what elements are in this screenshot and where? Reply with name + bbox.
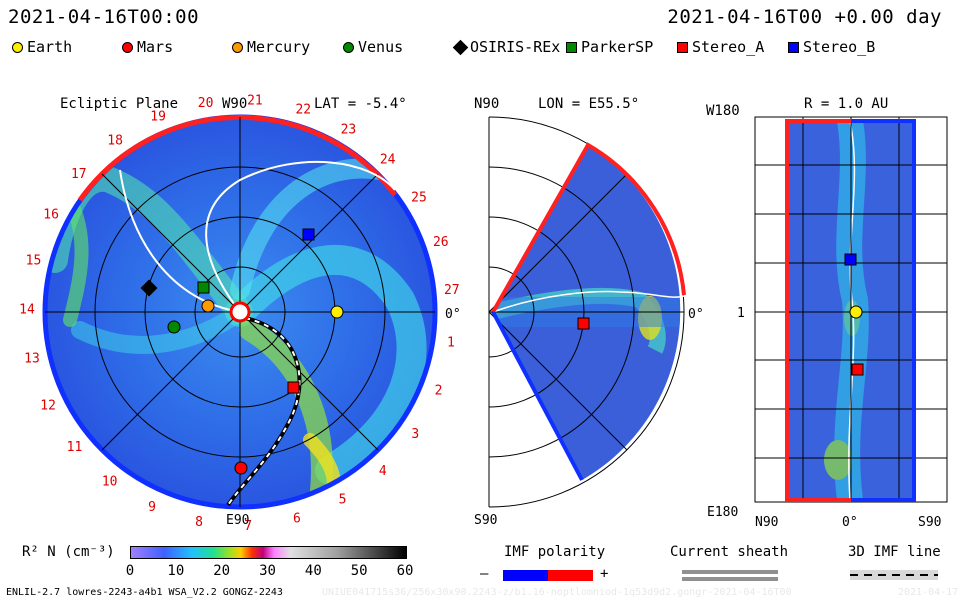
ecliptic-right-label: 0°: [445, 307, 461, 322]
colorbar-tick-label: 60: [396, 563, 414, 579]
carrington-label: 6: [293, 511, 301, 526]
imf-polarity-minus: –: [480, 566, 489, 582]
legend-mars: Mars: [122, 38, 173, 56]
legend-stereo-b-label: Stereo_B: [803, 38, 876, 56]
legend-stereo-a-label: Stereo_A: [692, 38, 765, 56]
carrington-label: 15: [26, 254, 42, 269]
ecliptic-density-disk: [42, 114, 438, 510]
model-info: ENLIL-2.7 lowres-2243-a4b1 WSA_V2.2 GONG…: [6, 587, 283, 598]
imf-line-swatch: [850, 570, 938, 580]
imf-line-dashes: [850, 574, 938, 576]
colorbar-tick-label: 30: [259, 563, 276, 579]
date-right: 2021-04-16T00 +0.00 day: [667, 6, 942, 28]
current-sheath-label: Current sheath: [670, 544, 789, 560]
mars-marker-icon: [122, 41, 133, 53]
carrington-label: 24: [380, 153, 396, 168]
run-id-watermark: UNIUE041715s36/256x30x90.2243-z/b1.16-no…: [322, 587, 792, 598]
radial-r-label: R = 1.0 AU: [804, 96, 889, 112]
imf-polarity-plus: +: [600, 566, 609, 582]
carrington-label: 27: [444, 283, 460, 298]
radial-bottom-left-label: E180: [707, 505, 738, 520]
carrington-label: 13: [24, 352, 40, 367]
colorbar-tick-label: 20: [213, 563, 231, 579]
colorbar-tick-label: 10: [167, 563, 185, 579]
radial-x-left-label: N90: [755, 515, 778, 530]
carrington-label: 3: [411, 427, 419, 442]
date-left: 2021-04-16T00:00: [8, 6, 200, 28]
legend-earth-label: Earth: [27, 38, 73, 56]
carrington-label: 10: [102, 475, 118, 490]
legend-parkersp-label: ParkerSP: [581, 38, 654, 56]
meridional-right-label: 0°: [688, 307, 704, 322]
carrington-label: 17: [71, 167, 87, 182]
density-colorbar: [130, 546, 407, 559]
carrington-label: 8: [195, 515, 203, 530]
parkersp-marker-icon: [566, 41, 577, 53]
carrington-label: 16: [43, 208, 59, 223]
legend-parkersp: ParkerSP: [566, 38, 653, 56]
carrington-label: 19: [150, 109, 166, 124]
carrington-label: 7: [244, 519, 252, 534]
radial-mid-label: 1: [737, 306, 745, 321]
ecliptic-bottom-label: E90: [226, 513, 249, 528]
mercury-marker-icon: [232, 41, 243, 53]
carrington-label: 4: [379, 464, 387, 479]
ecliptic-lat-label: LAT = -5.4°: [314, 96, 407, 112]
current-sheath-line-bottom: [682, 577, 778, 581]
legend-mars-label: Mars: [137, 38, 174, 56]
radial-x-right-label: S90: [918, 515, 941, 530]
radial-top-label: W180: [706, 103, 740, 119]
carrington-label: 14: [19, 303, 35, 318]
colorbar-tick-label: 50: [350, 563, 368, 579]
colorbar-tick-label: 40: [304, 563, 322, 579]
legend-venus: Venus: [343, 38, 403, 56]
meridional-bottom-label: S90: [474, 513, 497, 528]
legend-osiris-rex: OSIRIS-REx: [452, 38, 561, 56]
carrington-label: 21: [247, 94, 263, 109]
radial-x-mid-label: 0°: [842, 515, 858, 530]
legend-earth: Earth: [12, 38, 72, 56]
carrington-label: 22: [295, 103, 311, 118]
carrington-label: 1: [447, 336, 455, 351]
carrington-label: 11: [67, 440, 83, 455]
stereo-b-marker-icon: [788, 41, 799, 53]
meridional-lon-label: LON = E55.5°: [538, 96, 640, 112]
legend-mercury: Mercury: [232, 38, 310, 56]
colorbar-label: R² N (cm⁻³): [22, 544, 115, 560]
colorbar-ticks: 0 10 20 30 40 50 60: [0, 563, 960, 581]
carrington-label: 20: [198, 96, 214, 111]
carrington-label: 12: [40, 398, 56, 413]
legend-stereo-b: Stereo_B: [788, 38, 875, 56]
meridional-top-label: N90: [474, 96, 500, 112]
ecliptic-plane-title: Ecliptic Plane: [60, 96, 179, 112]
carrington-label: 25: [411, 191, 427, 206]
imf-polarity-label: IMF polarity: [504, 544, 606, 560]
carrington-label: 9: [148, 500, 156, 515]
legend-mercury-label: Mercury: [247, 38, 311, 56]
carrington-label: 18: [107, 134, 123, 149]
carrington-label: 5: [339, 493, 347, 508]
ecliptic-top-label: W90: [222, 96, 248, 112]
carrington-label: 26: [433, 235, 449, 250]
stereo-a-marker-icon: [677, 41, 688, 53]
legend-osiris-rex-label: OSIRIS-REx: [470, 38, 561, 56]
imf-polarity-positive-swatch: [548, 570, 593, 581]
colorbar-tick-label: 0: [125, 563, 135, 579]
current-sheath-line-top: [682, 570, 778, 574]
venus-marker-icon: [343, 41, 354, 53]
carrington-label: 2: [435, 383, 443, 398]
legend-venus-label: Venus: [358, 38, 404, 56]
date-tag-watermark: 2021-04-17: [898, 587, 958, 598]
imf-line-label: 3D IMF line: [848, 544, 941, 560]
ecliptic-object-markers: [140, 228, 344, 475]
earth-marker-icon: [12, 41, 23, 53]
carrington-label: 23: [341, 123, 357, 138]
imf-polarity-negative-swatch: [503, 570, 548, 581]
legend-stereo-a: Stereo_A: [677, 38, 764, 56]
